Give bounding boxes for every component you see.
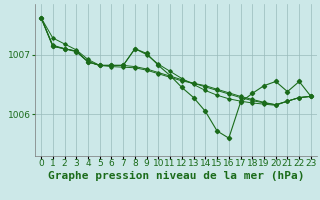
X-axis label: Graphe pression niveau de la mer (hPa): Graphe pression niveau de la mer (hPa) xyxy=(48,171,304,181)
